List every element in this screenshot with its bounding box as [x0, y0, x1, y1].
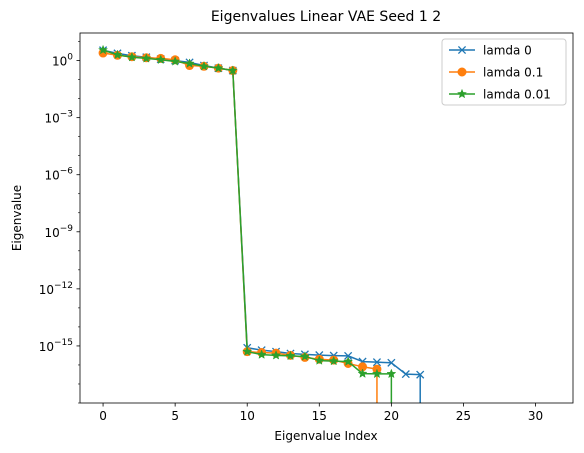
y-tick-label: 10−9: [44, 224, 73, 240]
data-point: [242, 346, 253, 356]
x-tick-label: 5: [171, 409, 179, 423]
x-tick-label: 0: [99, 409, 107, 423]
data-point: [155, 54, 166, 65]
data-point: [386, 368, 397, 379]
y-tick-label: 10−6: [44, 167, 73, 183]
legend-marker: [457, 45, 467, 55]
y-tick-label: 10−12: [39, 281, 73, 297]
data-point: [256, 349, 267, 359]
y-tick-exponent: 0: [67, 53, 73, 63]
plot-area-frame: [79, 32, 574, 404]
data-point: [285, 350, 296, 361]
data-point: [141, 53, 152, 63]
data-point: [314, 355, 325, 365]
series-2: [98, 44, 397, 403]
chart-title: Eigenvalues Linear VAE Seed 1 2: [211, 9, 441, 25]
y-tick-exponent: −9: [60, 224, 74, 234]
data-point: [372, 358, 382, 367]
y-tick-base: 10: [39, 283, 54, 297]
legend-label: lamda 0.1: [483, 66, 543, 80]
y-tick-label: 100: [52, 53, 73, 69]
y-tick-exponent: −12: [54, 281, 73, 291]
y-tick-exponent: −15: [54, 338, 73, 348]
legend-label: lamda 0.01: [483, 88, 551, 102]
y-tick-label: 10−15: [39, 338, 73, 354]
y-axis-label: Eigenvalue: [10, 185, 24, 251]
y-tick-base: 10: [39, 340, 54, 354]
data-point: [271, 350, 282, 360]
y-tick-exponent: −3: [60, 110, 73, 120]
x-tick-label: 25: [456, 409, 471, 423]
data-point: [213, 62, 224, 73]
data-point: [299, 351, 310, 361]
x-tick-label: 10: [240, 409, 255, 423]
data-point: [112, 49, 123, 60]
legend-marker: [456, 88, 468, 99]
legend-item: lamda 0.01: [449, 88, 551, 102]
data-point: [227, 65, 238, 75]
data-point: [357, 368, 368, 378]
data-point: [371, 368, 382, 379]
data-point: [98, 44, 109, 55]
x-tick-label: 20: [384, 409, 399, 423]
x-axis: 0 5 10 15 20 25 30: [99, 403, 543, 423]
legend-box: [441, 38, 567, 106]
y-tick-base: 10: [52, 55, 67, 69]
series-layer: [98, 44, 425, 403]
y-tick-base: 10: [44, 112, 59, 126]
data-point: [343, 356, 354, 366]
legend-item: lamda 0: [449, 44, 532, 58]
data-point: [198, 61, 209, 71]
x-tick-label: 30: [528, 409, 543, 423]
series-line: [102, 49, 393, 403]
x-axis-label: Eigenvalue Index: [274, 429, 377, 443]
y-tick-base: 10: [44, 169, 59, 183]
legend-item: lamda 0.1: [449, 66, 543, 80]
legend: lamda 0 lamda 0.1 lamda 0.01: [441, 38, 567, 106]
legend-marker: [457, 67, 467, 77]
data-point: [170, 56, 181, 66]
data-point: [401, 370, 410, 379]
x-tick-label: 15: [312, 409, 327, 423]
data-point: [184, 58, 195, 68]
data-point: [344, 351, 353, 360]
y-tick-exponent: −6: [60, 167, 74, 177]
y-tick-base: 10: [44, 226, 59, 240]
data-point: [328, 355, 339, 366]
legend-label: lamda 0: [483, 44, 532, 58]
data-point: [387, 358, 396, 367]
data-point: [126, 51, 137, 62]
data-point: [416, 370, 425, 379]
y-tick-label: 10−3: [44, 110, 73, 126]
